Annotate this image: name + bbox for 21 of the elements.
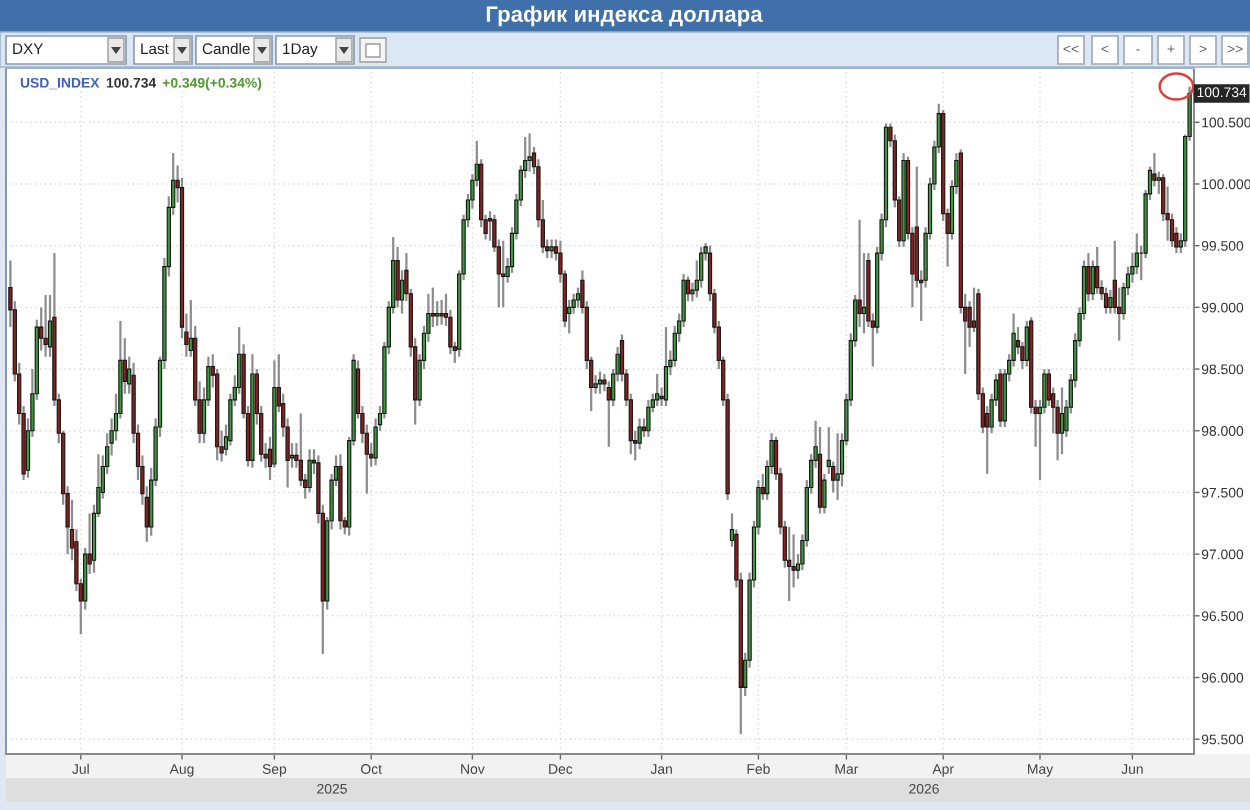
candlestick [549,238,554,260]
candlestick [575,286,581,309]
candlestick [787,525,792,603]
candlestick [998,367,1003,429]
candlestick [663,325,669,408]
candlestick [395,245,400,309]
candlestick [439,298,444,326]
candlestick [699,245,704,289]
candlestick [43,293,48,358]
candlestick [501,239,506,309]
candlestick [655,372,660,408]
candlestick [1103,286,1109,315]
chart-title: График индекса доллара [486,5,763,27]
candlestick [1095,245,1100,295]
candlestick [646,398,651,439]
candlestick [835,432,840,501]
candlestick [307,448,312,494]
candlestick [597,370,603,395]
candlestick [527,132,532,173]
candlestick [1059,386,1065,456]
candlestick [1134,232,1139,276]
